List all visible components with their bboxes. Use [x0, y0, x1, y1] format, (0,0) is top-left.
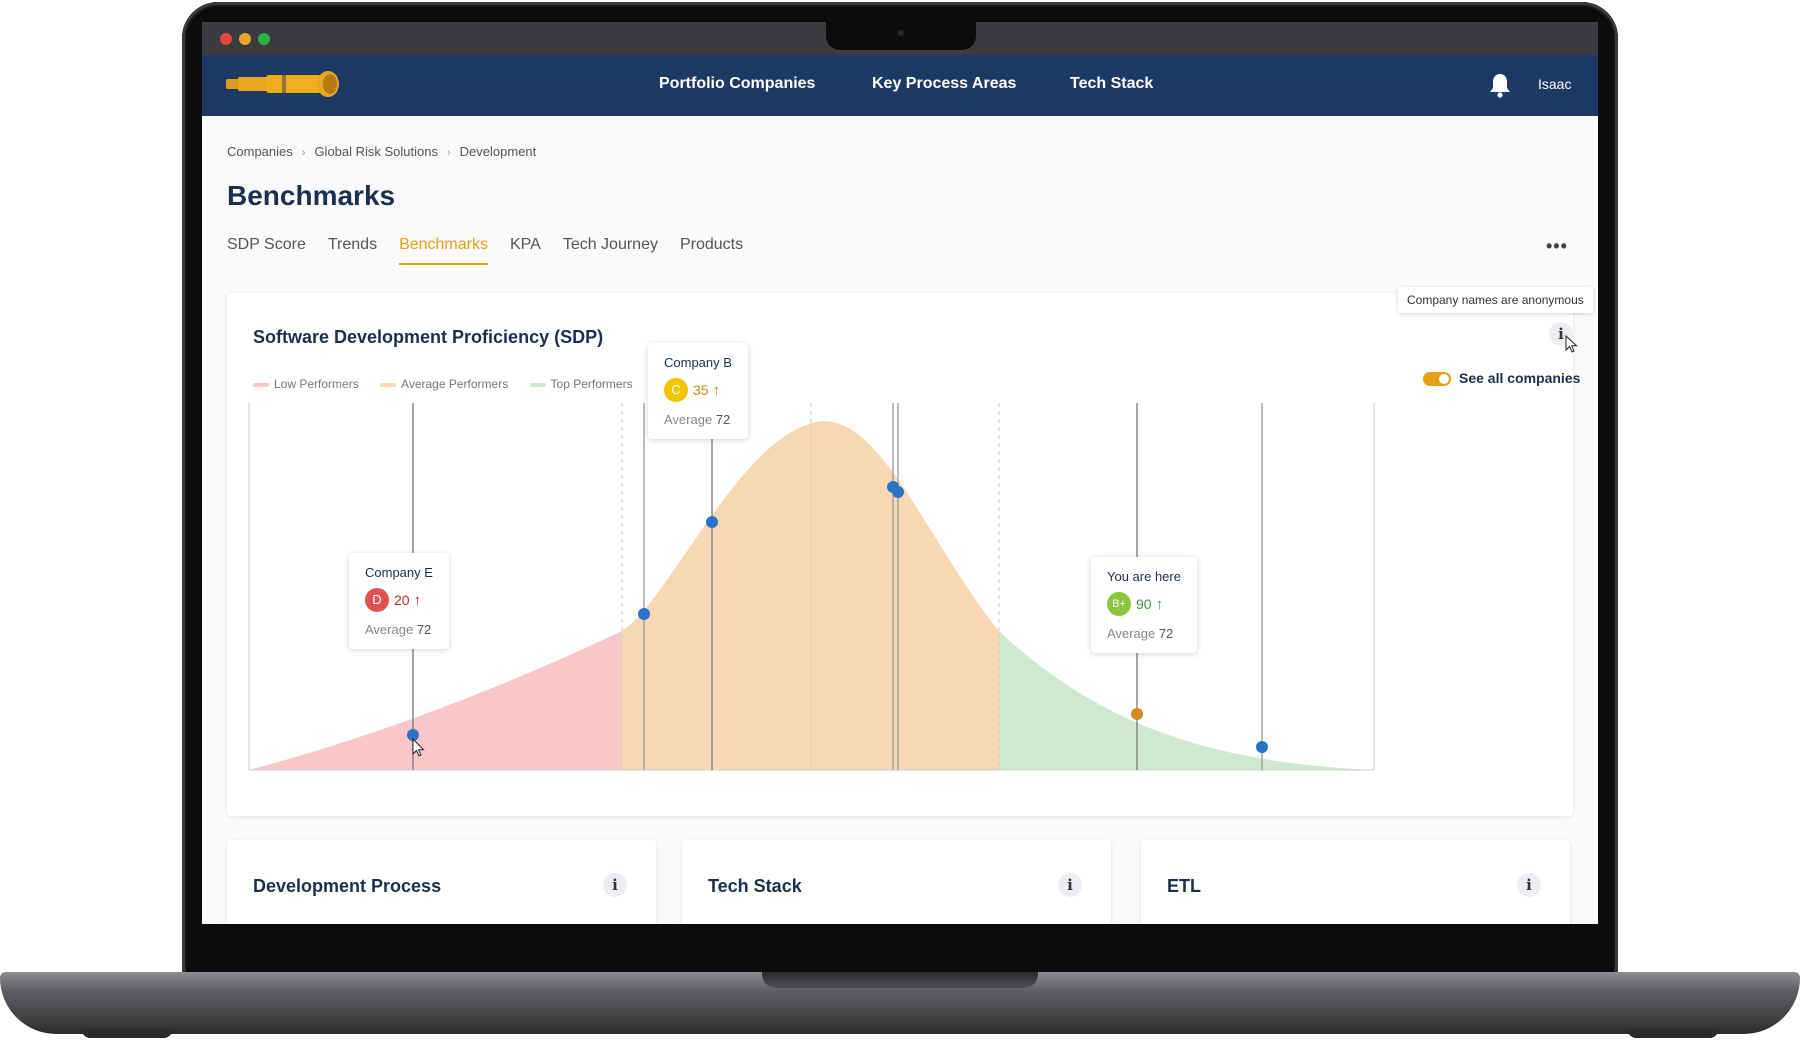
tab-sdp-score[interactable]: SDP Score — [227, 236, 306, 253]
breadcrumb-company[interactable]: Global Risk Solutions — [314, 144, 438, 159]
camera-notch — [826, 22, 976, 50]
arrow-up-icon: ↑ — [413, 591, 422, 609]
tab-products[interactable]: Products — [679, 236, 744, 253]
company-marker — [407, 729, 419, 741]
breadcrumb-companies[interactable]: Companies — [227, 144, 293, 159]
arrow-up-icon: ↑ — [712, 381, 721, 399]
etl-card: ETL i — [1141, 840, 1570, 924]
cursor-pointer-icon — [1565, 335, 1578, 353]
legend-average: Average Performers — [380, 377, 508, 391]
tab-benchmarks[interactable]: Benchmarks — [399, 236, 488, 265]
toggle-switch[interactable] — [1423, 372, 1451, 387]
chart-legend: Low Performers Average Performers Top Pe… — [253, 377, 651, 391]
card-title: Development Process — [253, 876, 442, 896]
card-title: Tech Stack — [708, 876, 802, 896]
info-icon[interactable]: i — [1058, 873, 1082, 897]
close-window-button[interactable] — [220, 33, 232, 45]
legend-low: Low Performers — [253, 377, 359, 391]
chevron-right-icon: › — [301, 147, 306, 159]
low-performers-area — [249, 631, 622, 770]
development-process-card: Development Process i — [227, 840, 656, 924]
company-marker — [892, 486, 904, 498]
tab-tech-journey[interactable]: Tech Journey — [562, 236, 658, 253]
nav-key-process-areas[interactable]: Key Process Areas — [872, 75, 1017, 92]
grade-badge: C — [664, 378, 688, 402]
tech-stack-card: Tech Stack i — [682, 840, 1111, 924]
top-navbar: Portfolio Companies Key Process Areas Te… — [202, 55, 1598, 116]
company-marker — [1256, 741, 1268, 753]
popup-score: 90 — [1136, 596, 1152, 612]
toggle-label: See all companies — [1459, 370, 1581, 386]
grade-badge: B+ — [1107, 592, 1131, 616]
see-all-companies-toggle[interactable]: See all companies — [1423, 370, 1581, 387]
page-title: Benchmarks — [227, 180, 396, 211]
more-options-icon[interactable]: ••• — [1546, 236, 1568, 256]
sdp-benchmark-card: Software Development Proficiency (SDP) C… — [227, 287, 1593, 816]
telescope-icon[interactable] — [224, 69, 344, 99]
camera-icon — [898, 30, 904, 36]
info-icon[interactable]: i — [1517, 873, 1541, 897]
popup-you-are-here: You are here B+ 90 ↑ Average 72 — [1091, 557, 1197, 653]
info-icon[interactable]: i — [603, 873, 627, 897]
tab-trends[interactable]: Trends — [327, 236, 378, 253]
distribution-chart — [248, 403, 1375, 771]
tab-bar: SDP Score Trends Benchmarks KPA Tech Journey… — [227, 236, 765, 270]
maximize-window-button[interactable] — [258, 33, 270, 45]
app-screen: Portfolio Companies Key Process Areas Te… — [202, 22, 1598, 924]
laptop-foot — [1628, 1030, 1718, 1038]
breadcrumb-current: Development — [459, 144, 537, 159]
company-marker — [638, 608, 650, 620]
tab-kpa[interactable]: KPA — [509, 236, 541, 253]
bell-icon[interactable] — [1488, 72, 1512, 98]
grade-badge: D — [365, 588, 389, 612]
legend-top: Top Performers — [529, 377, 633, 391]
cursor-pointer-icon — [412, 737, 425, 757]
popup-company-name: You are here — [1107, 569, 1181, 584]
self-marker — [1131, 708, 1143, 720]
user-menu[interactable]: Isaac — [1538, 76, 1572, 92]
minimize-window-button[interactable] — [239, 33, 251, 45]
breadcrumb: Companies › Global Risk Solutions › Developm… — [227, 144, 536, 159]
company-marker — [706, 516, 718, 528]
card-title: ETL — [1167, 876, 1201, 896]
popup-score: 20 — [394, 592, 410, 608]
laptop-hinge-groove — [762, 972, 1038, 988]
arrow-up-icon: ↑ — [1155, 595, 1164, 613]
popup-score: 35 — [693, 382, 709, 398]
nav-tech-stack[interactable]: Tech Stack — [1070, 75, 1154, 92]
popup-average: Average 72 — [664, 412, 731, 427]
popup-average: Average 72 — [1107, 626, 1174, 641]
popup-company-name: Company E — [365, 565, 433, 580]
anonymous-tooltip: Company names are anonymous — [1398, 287, 1593, 313]
top-performers-area — [999, 631, 1373, 770]
nav-portfolio-companies[interactable]: Portfolio Companies — [659, 75, 816, 92]
chevron-right-icon: › — [447, 147, 451, 159]
popup-company-b: Company B C 35 ↑ Average 72 — [648, 343, 748, 439]
card-title: Software Development Proficiency (SDP) — [253, 327, 604, 347]
popup-average: Average 72 — [365, 622, 432, 637]
laptop-foot — [82, 1030, 172, 1038]
popup-company-e: Company E D 20 ↑ Average 72 — [349, 553, 449, 649]
popup-company-name: Company B — [664, 355, 732, 370]
